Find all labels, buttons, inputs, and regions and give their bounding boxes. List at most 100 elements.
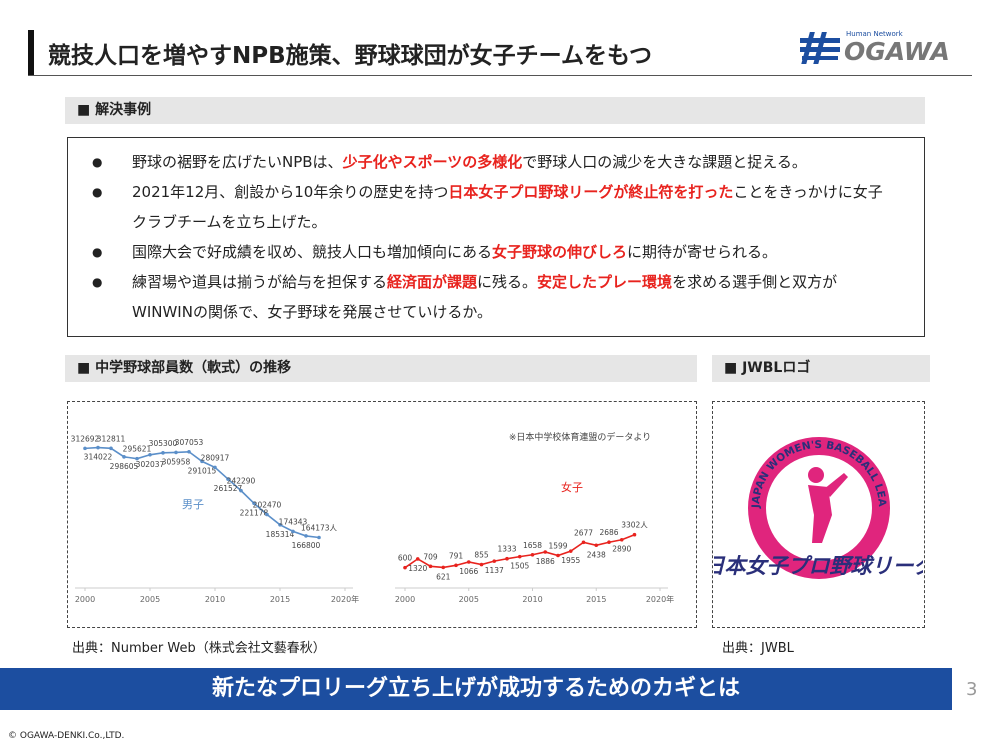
jwbl-logo: JAPAN WOMEN'S BASEBALL LEAGUE 日本女子プロ野球リー…: [714, 403, 923, 579]
point: [517, 554, 522, 559]
point: [187, 449, 191, 454]
value-label: 166800: [292, 541, 321, 550]
bullet-marker: ●: [92, 185, 103, 199]
value-label: 621: [436, 572, 451, 581]
bullet-text: 経済面が課題: [387, 273, 478, 291]
bullet-text: 安定したプレー環境: [537, 273, 673, 291]
point: [161, 451, 165, 455]
x-tick-label: 2020年: [646, 594, 674, 604]
logo-tagline: Human Network: [846, 30, 904, 38]
value-label: 1505: [510, 562, 529, 571]
value-label: 2890: [612, 545, 631, 554]
value-label: 174343: [279, 517, 308, 526]
series-name: 女子: [561, 480, 583, 494]
value-label: 1886: [536, 557, 555, 566]
value-label: 298605: [110, 462, 139, 471]
value-label: 1320: [408, 564, 427, 573]
point: [479, 562, 484, 567]
value-label: 185314: [266, 530, 295, 539]
x-tick-label: 2020年: [331, 594, 359, 604]
bullet-text: 国際大会で好成績を収め、競技人口も増加傾向にある: [132, 243, 493, 261]
chart-note: ※日本中学校体育連盟のデータより: [509, 431, 651, 443]
point: [441, 565, 446, 570]
logo-mark: [800, 32, 840, 64]
point: [492, 559, 497, 563]
logo-text: 日本女子プロ野球リーグ: [714, 554, 923, 578]
series-name: 男子: [182, 498, 204, 511]
bullet-text: に期待が寄せられる。: [627, 243, 778, 261]
point: [96, 445, 100, 450]
value-label: 855: [474, 551, 489, 560]
point: [415, 557, 420, 561]
point: [530, 552, 535, 557]
point: [148, 452, 152, 457]
bullet-text: 練習場や道具は揃うが給与を担保する: [132, 273, 388, 291]
value-label: 242290: [227, 477, 256, 486]
value-label: 202470: [253, 501, 282, 510]
point: [543, 550, 548, 554]
page-number: 3: [966, 679, 978, 700]
point: [213, 465, 217, 470]
value-label: 2438: [587, 550, 606, 559]
point: [556, 553, 560, 558]
logo-frame: [712, 401, 925, 628]
point: [239, 488, 243, 493]
value-label: 1955: [561, 556, 580, 565]
title: 競技人口を増やすNPB施策、野球球団が女子チームをもつ: [48, 43, 653, 69]
x-tick-label: 2005: [459, 595, 479, 604]
point: [466, 560, 471, 564]
bullet-text: 女子野球の伸びしろ: [492, 243, 628, 261]
charts: 2000 2005 2010 2015 2020年 男子 312692 314022 31281…: [71, 431, 675, 604]
bullet-text: ことをきっかけに女子クラブチームを立ち上げた。: [132, 183, 883, 231]
x-tick-label: 2010: [522, 595, 542, 604]
x-tick-label: 2005: [140, 595, 160, 604]
point: [594, 543, 599, 548]
value-label: 1137: [485, 566, 504, 575]
bullet: ● 練習場や道具は揃うが給与を担保する経済面が課題に残る。安定したプレー環境を求め…: [68, 267, 894, 327]
bullet-marker: ●: [92, 245, 103, 259]
bullet-text: に残る。: [477, 273, 538, 291]
x-tick-label: 2000: [395, 595, 415, 604]
point: [317, 535, 321, 540]
logo-ring: [748, 437, 890, 579]
x-tick-label: 2010: [205, 595, 225, 604]
case-box: ● 野球の裾野を広げたいNPBは、少子化やスポーツの多様化で野球人口の減少を大きな…: [67, 137, 925, 337]
banner: 新たなプロリーグ立ち上げが成功するためのカギとは: [0, 668, 952, 710]
point: [278, 523, 282, 527]
value-label: 2677: [574, 528, 593, 537]
point: [122, 455, 126, 459]
chart-heading: ■ 中学野球部員数（軟式）の推移: [65, 355, 697, 382]
x-tick-label: 2015: [270, 595, 290, 604]
point: [291, 529, 295, 534]
value-label: 1066: [459, 567, 478, 576]
bullet-marker: ●: [92, 155, 103, 169]
copyright: © OGAWA-DENKI.Co.,LTD.: [8, 731, 125, 741]
x-tick-label: 2015: [586, 595, 606, 604]
value-label: 302037: [136, 460, 165, 469]
chart-source: 出典：Number Web（株式会社文藝春秋）: [72, 641, 326, 656]
point: [304, 534, 308, 538]
point: [226, 477, 230, 481]
value-label: 791: [449, 551, 464, 560]
value-label: 3302人: [621, 521, 648, 530]
value-label: 2686: [599, 528, 618, 537]
point: [252, 501, 256, 506]
bullet-text: 少子化やスポーツの多様化: [342, 153, 523, 171]
value-label: 1658: [523, 541, 542, 550]
bullet: ● 野球の裾野を広げたいNPBは、少子化やスポーツの多様化で野球人口の減少を大きな…: [68, 147, 894, 177]
point: [428, 564, 433, 569]
value-label: 261527: [214, 484, 243, 493]
point: [581, 540, 586, 545]
logo-heading: ■ JWBLロゴ: [712, 355, 930, 382]
point: [505, 556, 509, 561]
value-label: 295621: [123, 445, 152, 454]
point: [265, 512, 269, 517]
value-label: 312692: [71, 434, 100, 443]
point: [403, 565, 407, 570]
bullet-text: 日本女子プロ野球リーグが終止符を打った: [448, 183, 734, 201]
point: [619, 537, 624, 542]
logo-name: OGAWA: [844, 37, 950, 66]
point: [174, 450, 178, 455]
point: [607, 540, 611, 545]
